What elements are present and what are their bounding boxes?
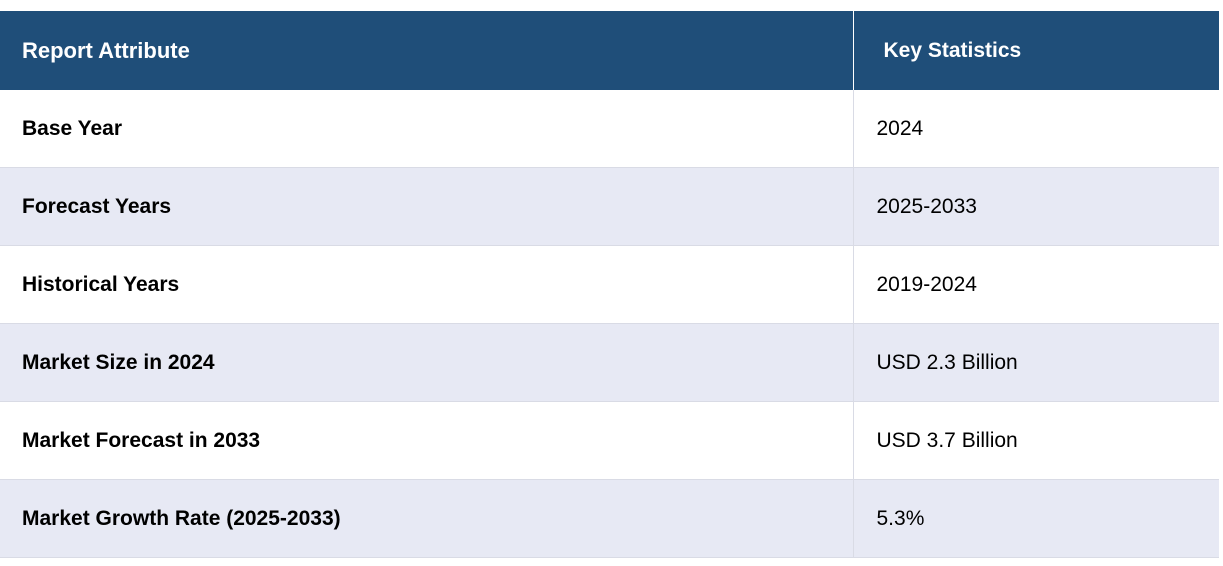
row-value: 2024	[852, 90, 1219, 168]
header-key-statistics: Key Statistics	[852, 11, 1219, 90]
table-row-historical-years: Historical Years 2019-2024	[0, 245, 1219, 324]
table-row-market-forecast: Market Forecast in 2033 USD 3.7 Billion	[0, 401, 1219, 480]
row-attribute: Base Year	[0, 90, 853, 168]
report-attributes-table: Report Attribute Key Statistics Base Yea…	[0, 11, 1219, 558]
row-value: USD 3.7 Billion	[852, 401, 1219, 480]
table-row-base-year: Base Year 2024	[0, 90, 1219, 168]
row-attribute: Forecast Years	[0, 167, 853, 246]
row-value: USD 2.3 Billion	[852, 323, 1219, 402]
row-value: 2025-2033	[852, 167, 1219, 246]
table-row-market-size: Market Size in 2024 USD 2.3 Billion	[0, 323, 1219, 402]
table-row-forecast-years: Forecast Years 2025-2033	[0, 167, 1219, 246]
row-attribute: Market Forecast in 2033	[0, 401, 853, 480]
table-row-growth-rate: Market Growth Rate (2025-2033) 5.3%	[0, 479, 1219, 558]
row-value: 5.3%	[852, 479, 1219, 558]
row-attribute: Market Size in 2024	[0, 323, 853, 402]
row-attribute: Historical Years	[0, 245, 853, 324]
row-value: 2019-2024	[852, 245, 1219, 324]
table-header-row: Report Attribute Key Statistics	[0, 11, 1219, 90]
header-report-attribute: Report Attribute	[0, 11, 853, 90]
row-attribute: Market Growth Rate (2025-2033)	[0, 479, 853, 558]
